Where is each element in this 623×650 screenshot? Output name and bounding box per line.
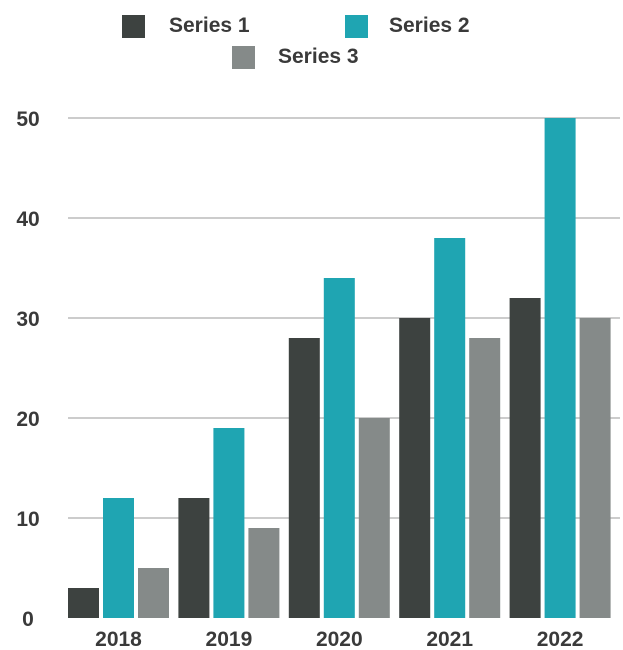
legend-label-series-2: Series 2 <box>389 14 470 37</box>
y-tick-label: 40 <box>16 208 39 231</box>
bar-2019-series-3 <box>248 528 280 618</box>
legend-swatch-series-1 <box>122 15 145 38</box>
bar-2018-series-3 <box>138 568 169 618</box>
bar-2021-series-1 <box>399 318 431 618</box>
x-tick-label: 2020 <box>316 628 363 650</box>
bars <box>68 118 611 618</box>
bar-2022-series-1 <box>509 298 541 618</box>
legend-label-series-1: Series 1 <box>169 14 250 37</box>
x-tick-label: 2019 <box>206 628 253 650</box>
bar-2020-series-2 <box>323 278 355 618</box>
y-tick-label: 50 <box>16 108 39 131</box>
bar-2020-series-3 <box>358 418 390 618</box>
legend-swatch-series-2 <box>345 15 368 38</box>
legend-label-series-3: Series 3 <box>278 45 359 68</box>
bar-2021-series-3 <box>469 338 501 618</box>
x-tick-label: 2022 <box>537 628 584 650</box>
y-tick-label: 10 <box>16 508 39 531</box>
legend-swatch-series-3 <box>232 46 255 69</box>
bar-2018-series-1 <box>68 588 99 618</box>
bar-2021-series-2 <box>434 238 466 618</box>
bar-2022-series-3 <box>579 318 611 618</box>
bar-2022-series-2 <box>544 118 576 618</box>
x-tick-label: 2021 <box>426 628 473 650</box>
legend: Series 1 Series 2 Series 3 <box>122 14 470 69</box>
bar-2019-series-1 <box>178 498 210 618</box>
bar-2019-series-2 <box>213 428 245 618</box>
x-axis: 2018 2019 2020 2021 2022 <box>95 628 583 650</box>
bar-2020-series-1 <box>288 338 320 618</box>
y-tick-label: 0 <box>22 608 34 631</box>
y-tick-label: 20 <box>16 408 39 431</box>
bar-2018-series-2 <box>103 498 134 618</box>
x-tick-label: 2018 <box>95 628 142 650</box>
y-axis: 0 10 20 30 40 50 <box>16 108 39 631</box>
y-tick-label: 30 <box>16 308 39 331</box>
